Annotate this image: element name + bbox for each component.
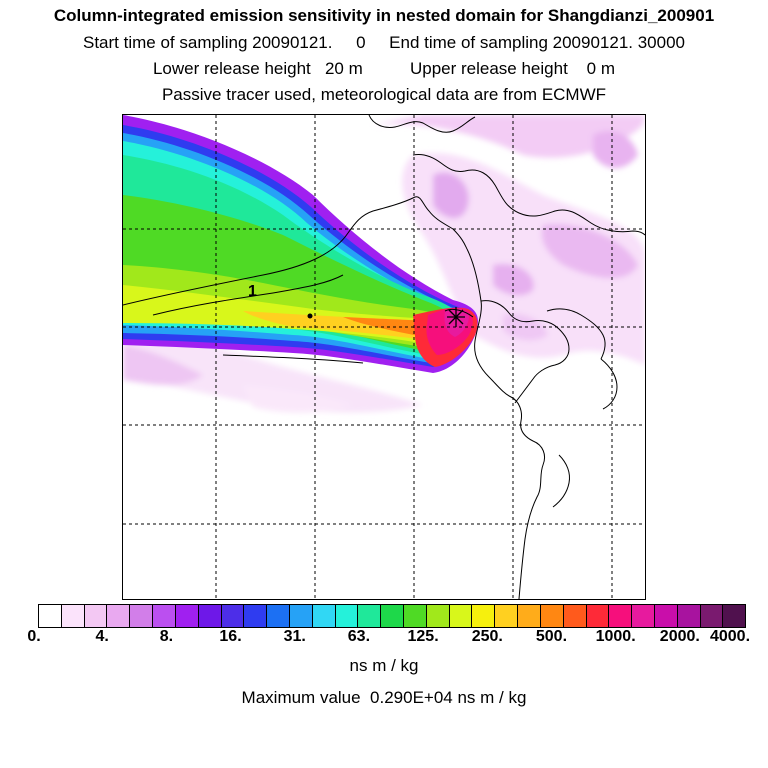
colorbar-cell bbox=[175, 605, 199, 627]
colorbar-cell bbox=[677, 605, 701, 627]
colorbar-cell bbox=[107, 605, 131, 627]
colorbar-cell bbox=[198, 605, 222, 627]
colorbar-cell bbox=[723, 605, 746, 627]
colorbar-cell bbox=[39, 605, 62, 627]
map-grid bbox=[123, 115, 645, 599]
colorbar-cell bbox=[221, 605, 245, 627]
plume bbox=[123, 115, 478, 373]
colorbar-tick-label: 2000. bbox=[659, 628, 700, 645]
release-height-line: Lower release height 20 m Upper release … bbox=[152, 59, 616, 78]
colorbar-cell bbox=[84, 605, 108, 627]
sampling-time-line: Start time of sampling 20090121. 0 End t… bbox=[83, 33, 685, 52]
colorbar-cell bbox=[358, 605, 382, 627]
star-icon bbox=[447, 307, 465, 327]
location-dot bbox=[307, 313, 313, 319]
colorbar-cell bbox=[289, 605, 313, 627]
colorbar-cell bbox=[335, 605, 359, 627]
colorbar-tick-label: 8. bbox=[159, 628, 174, 645]
colorbar-cell bbox=[563, 605, 587, 627]
colorbar-cell bbox=[449, 605, 473, 627]
colorbar-tick-label: 250. bbox=[471, 628, 503, 645]
colorbar-cell bbox=[404, 605, 427, 627]
colorbar-cell bbox=[518, 605, 541, 627]
colorbar-cell bbox=[381, 605, 404, 627]
colorbar-unit: ns m / kg bbox=[349, 656, 419, 675]
colorbar-cell bbox=[130, 605, 154, 627]
colorbar-cell bbox=[609, 605, 633, 627]
colorbar-cell bbox=[244, 605, 268, 627]
colorbar-cell bbox=[153, 605, 176, 627]
colorbar-tick-label: 0. bbox=[27, 628, 41, 645]
geographic-boundaries bbox=[123, 115, 645, 599]
colorbar-cell bbox=[426, 605, 450, 627]
colorbar-cell bbox=[586, 605, 610, 627]
tracer-info-line: Passive tracer used, meteorological data… bbox=[161, 85, 607, 104]
colorbar-cell bbox=[540, 605, 564, 627]
colorbar-cell bbox=[700, 605, 724, 627]
emission-sensitivity-map: 1 bbox=[123, 115, 645, 599]
colorbar-cell bbox=[312, 605, 336, 627]
colorbar-tick-label: 4. bbox=[95, 628, 109, 645]
colorbar-tick-label: 4000. bbox=[709, 628, 751, 645]
colorbar-cell bbox=[472, 605, 496, 627]
contour-label: 1 bbox=[248, 283, 257, 300]
colorbar-tick-label: 63. bbox=[347, 628, 371, 645]
colorbar bbox=[38, 604, 746, 628]
colorbar-tick-label: 500. bbox=[535, 628, 568, 645]
colorbar-cell bbox=[267, 605, 290, 627]
colorbar-tick-label: 125. bbox=[407, 628, 439, 645]
colorbar-cell bbox=[632, 605, 655, 627]
figure-title: Column-integrated emission sensitivity i… bbox=[53, 6, 715, 25]
maximum-value-text: Maximum value 0.290E+04 ns m / kg bbox=[241, 688, 527, 707]
colorbar-tick-label: 16. bbox=[219, 628, 242, 645]
colorbar-tick-label: 1000. bbox=[595, 628, 636, 645]
map-panel: 1 bbox=[122, 114, 646, 600]
colorbar-tick-label: 31. bbox=[283, 628, 306, 645]
colorbar-cell bbox=[495, 605, 519, 627]
colorbar-cell bbox=[61, 605, 85, 627]
colorbar-cell bbox=[654, 605, 678, 627]
